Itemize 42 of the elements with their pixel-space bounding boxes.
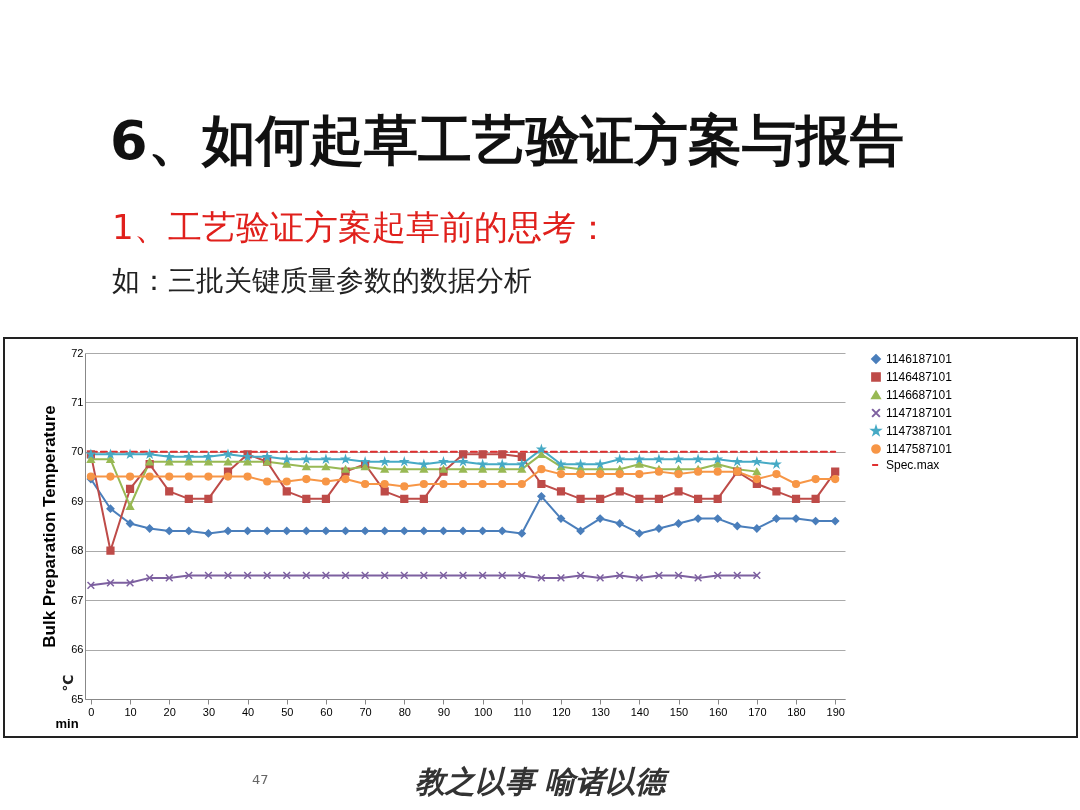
y-tick-label: 65 xyxy=(71,692,84,705)
x-tick-label: 0 xyxy=(88,705,95,718)
legend-label: 1146187101 xyxy=(886,352,953,366)
x-tick-label: 170 xyxy=(748,705,767,718)
legend-label: 1146487101 xyxy=(886,370,953,384)
legend-label: 1147187101 xyxy=(886,406,953,420)
y-axis-title: Bulk Preparation Temperature xyxy=(40,405,60,648)
x-tick-label: 80 xyxy=(398,705,411,718)
chart-subtitle: 1、工艺验证方案起草前的思考： xyxy=(112,206,610,249)
y-tick-label: 70 xyxy=(71,445,84,458)
x-tick-label: 190 xyxy=(826,705,845,718)
x-tick-label: 150 xyxy=(669,705,689,718)
x-tick-label: 110 xyxy=(513,705,532,718)
x-tick-label: 100 xyxy=(473,705,493,718)
x-axis-title: min xyxy=(55,715,79,731)
x-tick-label: 120 xyxy=(552,705,571,718)
y-tick-label: 67 xyxy=(71,593,84,606)
x-tick-label: 160 xyxy=(709,705,728,718)
x-tick-label: 60 xyxy=(320,705,333,718)
x-tick-label: 30 xyxy=(202,705,216,718)
y-tick-label: 72 xyxy=(71,346,84,359)
x-tick-label: 20 xyxy=(163,705,176,718)
text: 如：三批关键质量参数的数据分析 xyxy=(112,263,532,299)
x-tick-label: 10 xyxy=(124,705,137,718)
x-tick-label: 130 xyxy=(591,705,610,718)
text: 47 xyxy=(252,772,269,787)
x-tick-label: 140 xyxy=(630,705,650,718)
legend-label: Spec.max xyxy=(886,458,940,472)
x-tick-label: 180 xyxy=(787,705,806,718)
x-tick-label: 90 xyxy=(437,705,451,718)
legend-label: 1146687101 xyxy=(886,388,953,402)
x-tick-label: 40 xyxy=(241,705,255,718)
y-tick-label: 66 xyxy=(71,643,84,656)
text: ℃ xyxy=(60,674,77,692)
x-tick-label: 70 xyxy=(359,705,372,718)
y-tick-label: 68 xyxy=(71,544,84,557)
legend-label: 1147587101 xyxy=(886,442,953,456)
y-tick-label: 69 xyxy=(71,494,84,507)
legend-label: 1147387101 xyxy=(886,424,953,438)
chart-title: 6、如何起草工艺验证方案与报告 xyxy=(110,108,904,174)
y-tick-label: 71 xyxy=(71,395,84,408)
x-tick-label: 50 xyxy=(281,705,294,718)
